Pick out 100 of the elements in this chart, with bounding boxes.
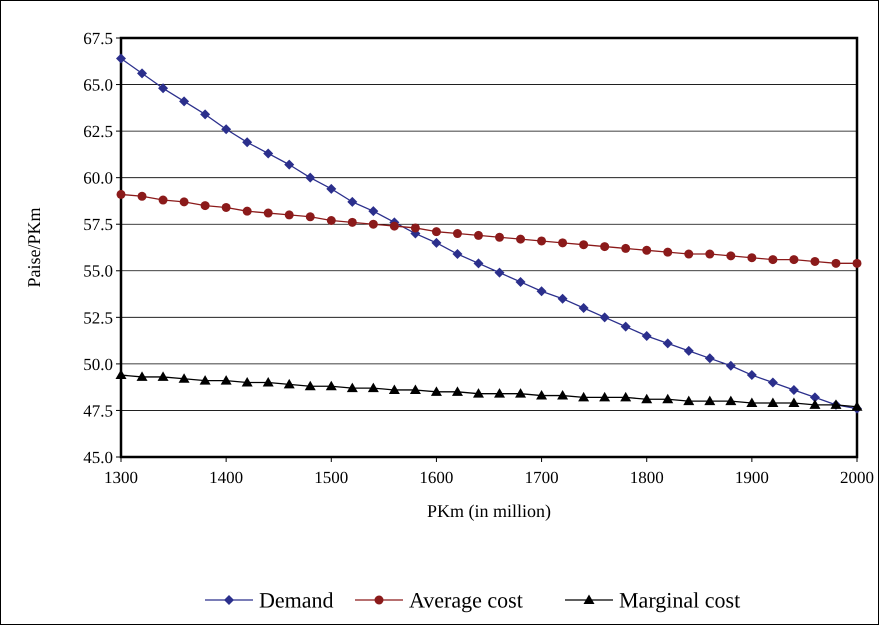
point	[809, 399, 820, 409]
point	[452, 386, 463, 396]
point	[116, 190, 126, 199]
point	[452, 229, 462, 238]
point	[537, 236, 546, 246]
point	[747, 253, 756, 262]
point	[388, 384, 400, 394]
point	[662, 338, 673, 348]
point	[473, 258, 484, 268]
point	[263, 148, 274, 158]
legend-label: Marginal cost	[619, 588, 740, 613]
point	[116, 53, 126, 64]
point	[200, 201, 210, 210]
point	[516, 234, 526, 244]
point	[599, 392, 610, 402]
point	[767, 397, 778, 407]
point	[304, 380, 316, 390]
point	[452, 249, 462, 260]
point	[852, 258, 862, 268]
point	[495, 232, 504, 242]
point	[810, 256, 820, 266]
point	[788, 384, 799, 395]
point	[432, 227, 441, 236]
point	[220, 375, 232, 385]
point	[557, 390, 568, 400]
point	[726, 251, 736, 260]
y-tick-label: 57.5	[83, 215, 113, 234]
point	[831, 258, 840, 268]
point	[600, 242, 610, 252]
y-tick-label: 50.0	[83, 354, 113, 374]
point	[284, 378, 295, 388]
x-tick-label: 1700	[524, 468, 559, 487]
y-tick-label: 45.0	[83, 448, 113, 467]
point	[242, 377, 253, 387]
point	[515, 388, 526, 398]
y-tick-label: 60.0	[83, 168, 113, 188]
x-tick-label: 1600	[419, 468, 454, 487]
point	[558, 238, 568, 248]
point	[536, 286, 547, 296]
x-tick-label: 1900	[734, 468, 769, 487]
point	[410, 223, 420, 232]
point	[430, 386, 442, 396]
x-tick-label: 1300	[104, 468, 138, 487]
point	[704, 396, 716, 406]
point	[684, 250, 694, 259]
point	[221, 124, 232, 134]
point	[410, 384, 421, 394]
x-tick-label: 1800	[630, 468, 664, 487]
point	[242, 206, 252, 216]
y-tick-label: 52.5	[83, 308, 113, 328]
point	[788, 397, 800, 407]
point	[536, 390, 548, 400]
point	[683, 396, 694, 406]
point	[431, 238, 442, 248]
point	[158, 371, 169, 381]
point	[472, 388, 484, 398]
point	[579, 240, 588, 250]
point	[242, 137, 252, 148]
point	[180, 197, 189, 206]
point	[494, 268, 505, 278]
point	[368, 206, 378, 216]
x-tick-label: 2000	[840, 468, 874, 487]
point	[158, 196, 168, 205]
y-tick-label: 65.0	[83, 76, 113, 95]
point	[326, 184, 336, 194]
point	[768, 255, 778, 264]
point	[746, 397, 758, 407]
point	[178, 373, 190, 383]
point	[474, 230, 483, 240]
point	[347, 196, 358, 207]
point	[494, 388, 506, 398]
point	[620, 392, 632, 402]
point	[641, 394, 652, 404]
point	[305, 172, 316, 183]
point	[558, 294, 568, 304]
point	[621, 244, 630, 253]
point	[390, 222, 399, 231]
point	[200, 109, 210, 120]
y-tick-label: 55.0	[83, 262, 113, 281]
legend-label: Demand	[259, 588, 334, 613]
point	[137, 68, 148, 78]
point	[620, 322, 631, 332]
point	[348, 218, 357, 227]
point	[262, 377, 274, 387]
point	[642, 246, 652, 255]
point	[725, 396, 736, 406]
point	[746, 370, 757, 380]
point	[578, 392, 590, 402]
point	[726, 360, 736, 371]
point	[704, 353, 715, 364]
point	[179, 96, 190, 106]
point	[284, 210, 294, 220]
point	[768, 378, 778, 388]
point	[705, 250, 714, 259]
point	[326, 380, 337, 390]
point	[136, 371, 148, 381]
x-tick-label: 1500	[314, 468, 348, 487]
point	[368, 220, 378, 229]
point	[222, 202, 231, 212]
point	[284, 160, 294, 170]
